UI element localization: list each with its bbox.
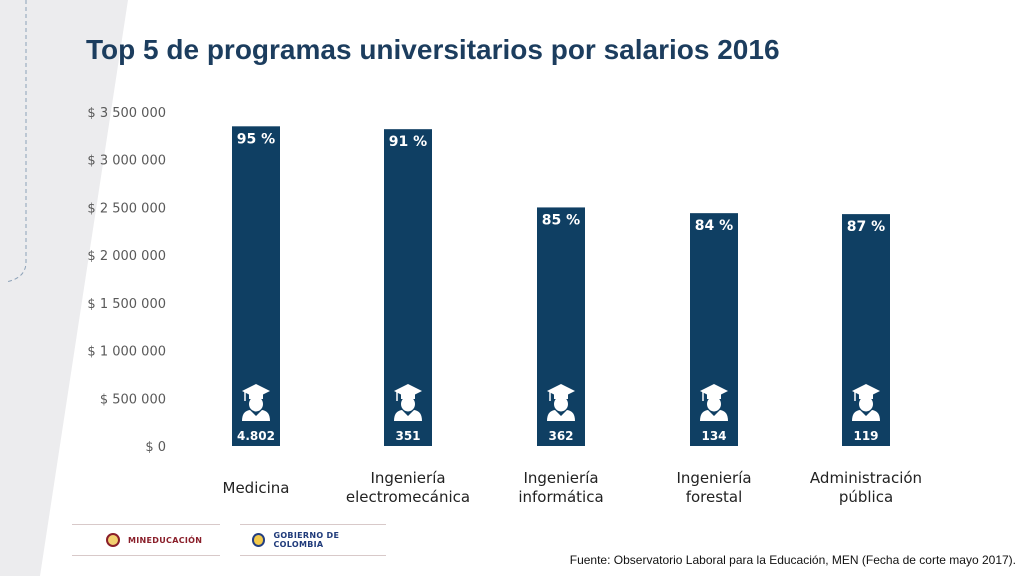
graduate-icon [852,384,880,421]
bar-bottom-label: 351 [395,429,420,443]
gobierno-logo: GOBIERNO DE COLOMBIA [240,524,386,556]
gobierno-logo-text: GOBIERNO DE COLOMBIA [273,531,340,549]
x-category-label: Ingeniería [676,469,751,487]
bar-top-label: 91 % [389,134,427,150]
y-tick-label: $ 2 500 000 [87,201,166,216]
bar-bottom-label: 362 [548,429,573,443]
x-category-label: forestal [686,488,743,506]
background-panel [0,0,128,576]
x-category-label: Administración [810,469,922,487]
x-category-label: electromecánica [346,488,470,506]
x-category-label: informática [518,488,603,506]
bar-top-label: 85 % [542,212,580,228]
bar-bottom-label: 134 [701,429,726,443]
source-prefix: Fuente: [569,553,611,567]
y-tick-label: $ 500 000 [100,392,166,407]
x-category-label: pública [839,488,893,506]
graduate-icon [394,384,422,421]
mineducacion-logo-text: MINEDUCACIÓN [128,535,203,545]
bar-bottom-label: 4.802 [237,429,275,443]
y-tick-label: $ 3 500 000 [87,106,166,121]
y-tick-label: $ 3 000 000 [87,154,166,169]
bar-top-label: 84 % [695,218,733,234]
seal-icon [106,533,120,547]
source-suffix: , MEN (Fecha de corte mayo 2017). [825,553,1016,567]
bar-top-label: 87 % [847,219,885,235]
graduate-icon [700,384,728,421]
seal-icon [252,533,266,547]
bar-bottom-label: 119 [853,429,878,443]
page-title: Top 5 de programas universitarios por sa… [86,34,780,65]
y-tick-label: $ 2 000 000 [87,249,166,264]
x-category-label: Ingeniería [370,469,445,487]
y-tick-label: $ 1 500 000 [87,297,166,312]
source-note: Fuente: Observatorio Laboral para la Edu… [570,553,1016,567]
dashed-decoration [5,0,27,283]
source-org: Observatorio Laboral para la Educación [613,553,826,567]
graduate-icon [547,384,575,421]
bar-top-label: 95 % [237,131,275,147]
y-tick-label: $ 1 000 000 [87,345,166,360]
x-category-label: Ingeniería [523,469,598,487]
graduate-icon [242,384,270,421]
y-tick-label: $ 0 [145,440,166,455]
mineducacion-logo: MINEDUCACIÓN [72,524,220,556]
x-category-label: Medicina [223,479,290,497]
